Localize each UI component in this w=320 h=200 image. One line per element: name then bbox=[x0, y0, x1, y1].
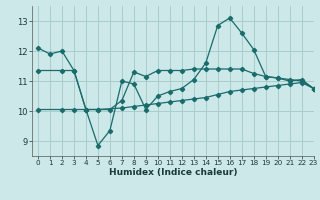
X-axis label: Humidex (Indice chaleur): Humidex (Indice chaleur) bbox=[108, 168, 237, 177]
